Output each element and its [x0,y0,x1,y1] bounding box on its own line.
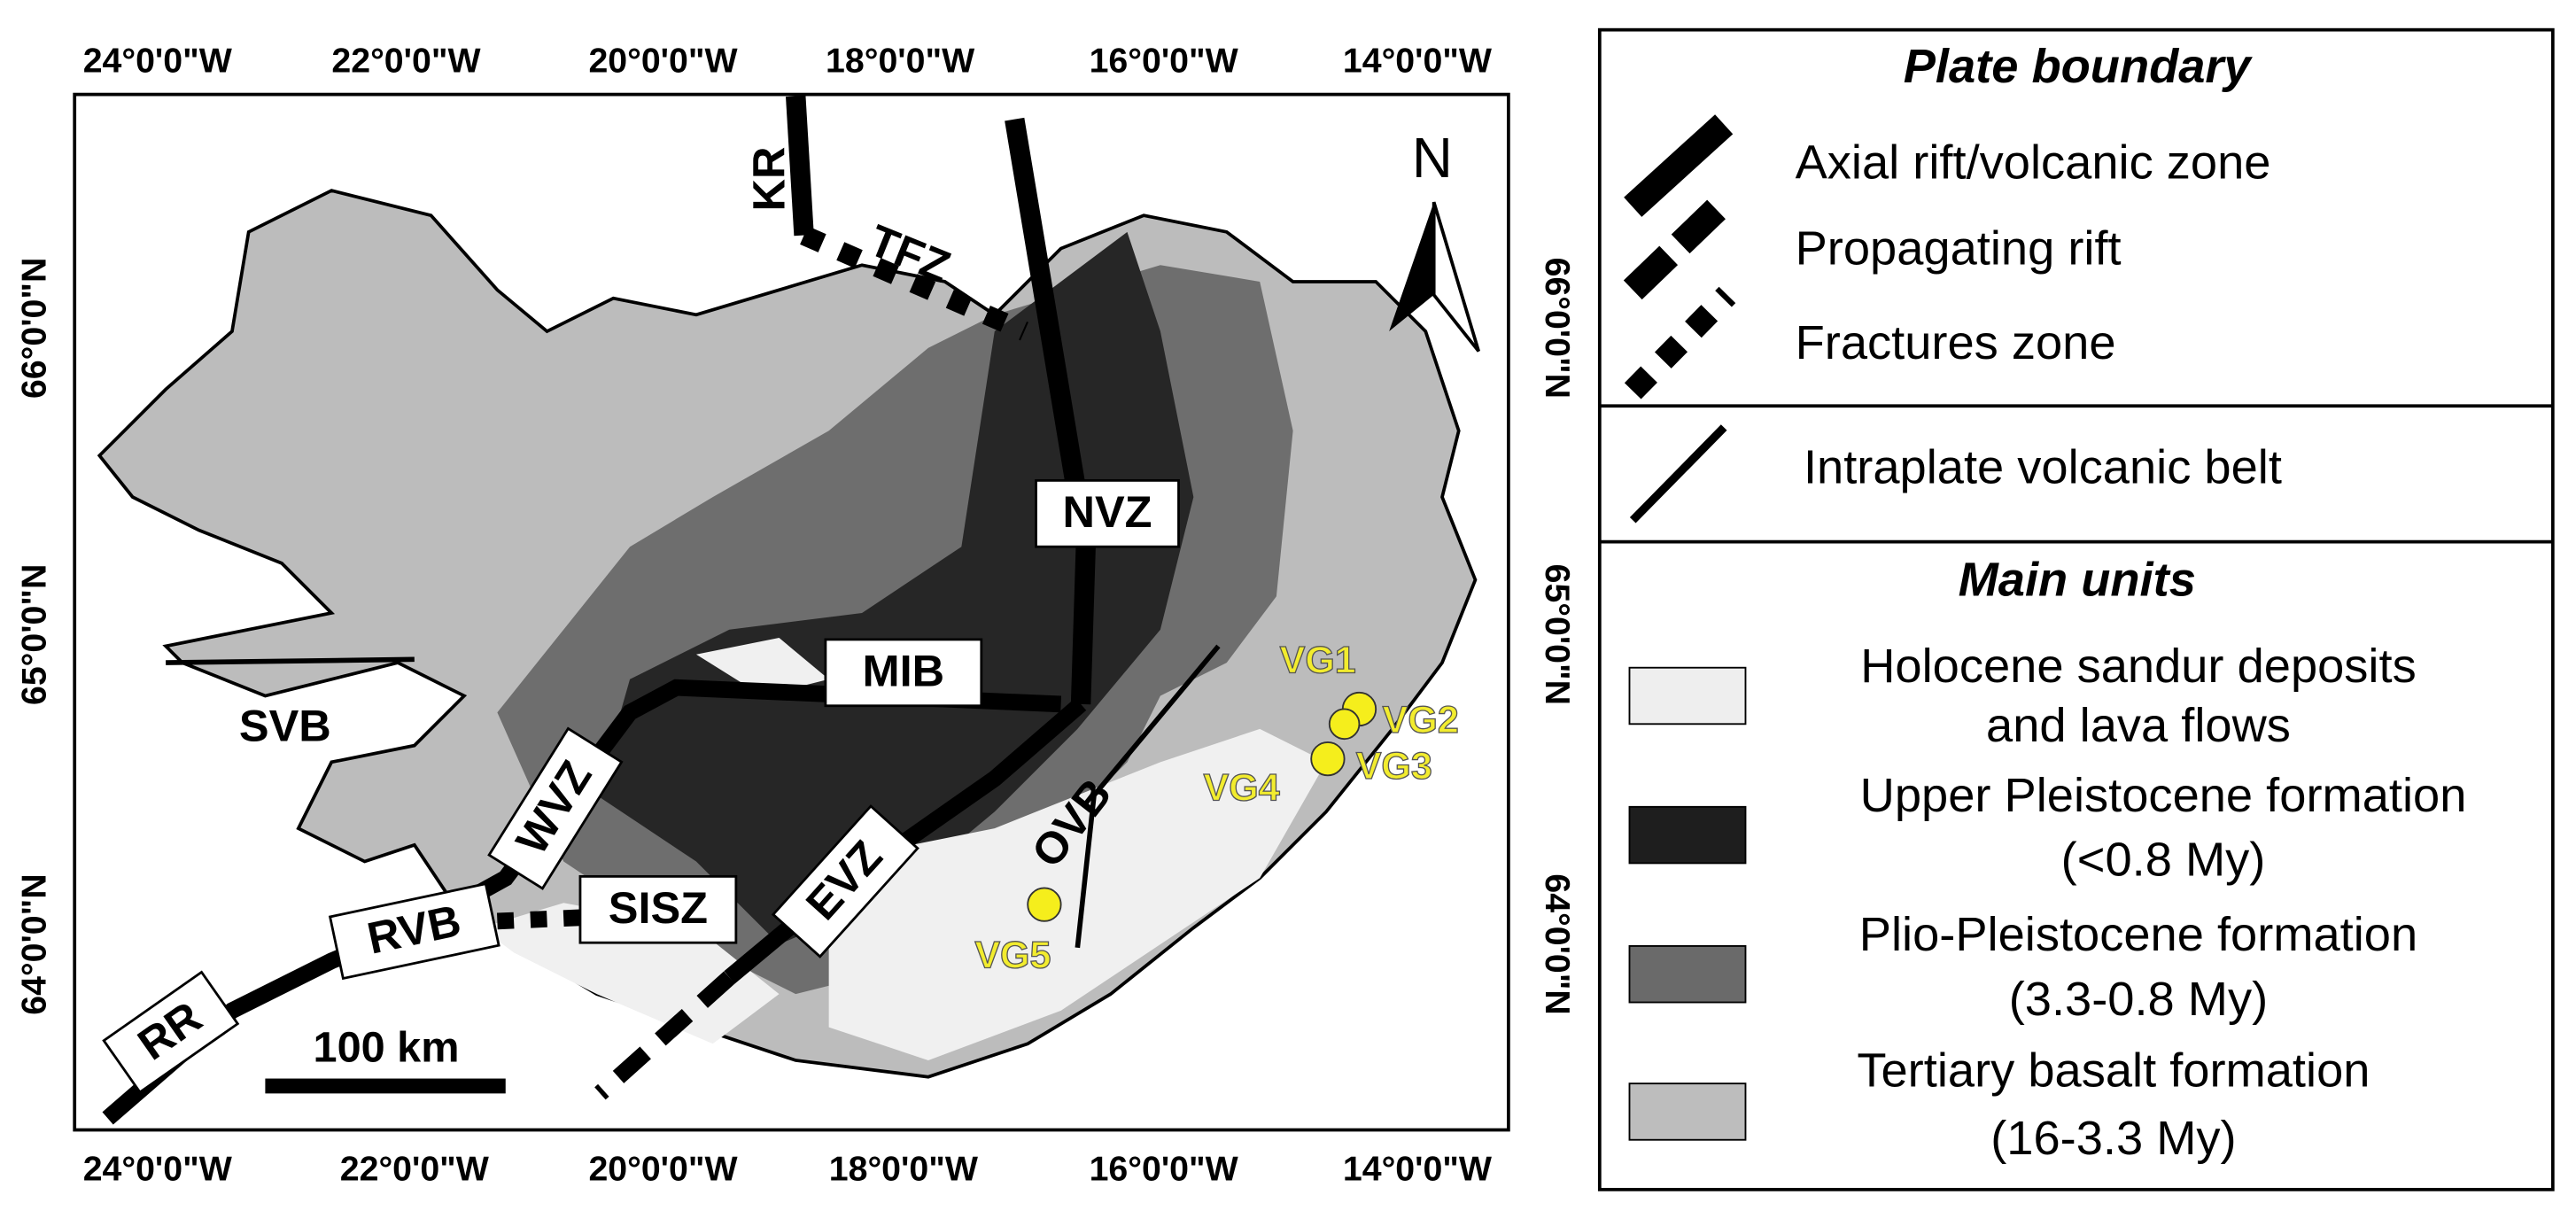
box [487,726,624,890]
holocene [828,728,1327,1060]
legend-label: Fractures zone [1796,316,2116,369]
north-arrow: N [1389,127,1480,353]
arrow-half [1432,201,1480,353]
legend-swatch [1628,805,1747,865]
site-label: VG2 [1383,699,1459,741]
legend-label: Plio-Pleistocene formation [1859,908,2417,961]
lon-ticks-top: 24°0'0"W 22°0'0"W 20°0'0"W 18°0'0"W 16°0… [83,41,1493,80]
legend-label: Propagating rift [1796,222,2122,275]
sites: VG1 VG2 VG3 VG4 VG5 [974,639,1460,977]
lon-tick: 16°0'0"W [1090,41,1239,80]
evz-line [724,697,1087,984]
legend: Plate boundary Axial rift/volcanic zone … [1597,27,2555,1191]
legend-label: Tertiary basalt formation [1857,1044,2370,1097]
north-label: N [1412,127,1453,190]
zone-label: KR [743,147,794,212]
lon-tick: 24°0'0"W [83,1150,233,1189]
site-marker [1310,741,1346,777]
box [578,874,738,944]
rr-wvz-mib-line [102,679,1062,1125]
legend-label: Axial rift/volcanic zone [1796,136,2271,189]
lon-tick: 14°0'0"W [1343,1150,1493,1189]
box [771,804,919,958]
arrow-half [1389,202,1434,332]
box [824,638,983,708]
legend-title: Main units [1959,554,2196,607]
label-box: RVB [328,882,500,981]
lat-tick: 66°0'0"N [1538,258,1577,399]
zone-label: MIB [863,646,945,696]
zone-label: NVZ [1063,486,1152,537]
legend-symbol [1624,286,1736,400]
scale-bar [265,1078,506,1094]
scale-label: 100 km [314,1024,460,1072]
label-box: SISZ [578,874,738,944]
tfz-line [800,226,1028,341]
upper-pleistocene [596,231,1194,945]
legend-label: (3.3-0.8 My) [2009,973,2269,1026]
zone-label: SVB [239,700,331,750]
lon-tick: 22°0'0"W [331,41,481,80]
legend-swatch [1628,666,1747,726]
legend-label: (<0.8 My) [2061,834,2266,887]
nvz-line [1005,117,1096,705]
kr-line [786,95,814,237]
legend-label: (16-3.3 My) [1990,1112,2236,1165]
lon-tick: 14°0'0"W [1343,41,1493,80]
label-box: NVZ [1035,478,1180,548]
site-marker [1027,887,1062,922]
zone-label: SISZ [609,882,708,933]
legend-symbol [1623,192,1734,300]
legend-label: Upper Pleistocene formation [1860,769,2467,822]
sisz-line [496,903,730,930]
label-box: MIB [824,638,983,708]
lat-ticks-left: 66°0'0"N 65°0'0"N 64°0'0"N [15,258,54,1015]
lat-tick: 64°0'0"N [15,873,54,1014]
legend-symbol [1624,114,1734,217]
legend-label: and lava flows [1986,699,2291,752]
legend-frame [1597,27,2555,1191]
lat-tick: 64°0'0"N [1538,873,1577,1014]
site-label: VG5 [974,934,1051,976]
box [328,882,500,981]
box [102,970,240,1094]
site-marker [1328,708,1361,741]
legend-label: Holocene sandur deposits [1860,640,2416,693]
evz-propagating [594,971,735,1100]
lon-tick: 22°0'0"W [340,1150,490,1189]
lon-tick: 18°0'0"W [829,1150,979,1189]
holocene [695,638,829,696]
lon-tick: 16°0'0"W [1090,1150,1239,1189]
legend-label: Intraplate volcanic belt [1804,440,2282,493]
site-label: VG4 [1204,766,1280,809]
site-label: VG1 [1280,639,1356,681]
site-label: VG3 [1356,745,1432,788]
lat-ticks-right: 66°0'0"N 65°0'0"N 64°0'0"N [1538,258,1577,1015]
box [1035,478,1180,548]
lat-tick: 66°0'0"N [15,258,54,399]
lon-ticks-bottom: 24°0'0"W 22°0'0"W 20°0'0"W 18°0'0"W 16°0… [83,1150,1493,1189]
lon-tick: 18°0'0"W [826,41,975,80]
ovb-line [1075,644,1221,949]
lat-tick: 65°0'0"N [15,564,54,705]
lon-tick: 20°0'0"W [588,1150,738,1189]
lon-tick: 20°0'0"W [588,41,738,80]
lon-tick: 24°0'0"W [83,41,233,80]
svb-line [166,656,415,665]
lat-tick: 65°0'0"N [1538,564,1577,705]
legend-swatch [1628,1082,1747,1141]
rift-lines [102,95,1221,1125]
legend-swatch [1628,944,1747,1004]
legend-title: Plate boundary [1904,40,2254,93]
legend-symbol [1629,424,1727,524]
